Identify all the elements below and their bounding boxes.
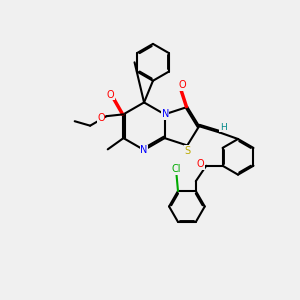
Text: H: H [220, 123, 226, 132]
Text: N: N [162, 109, 169, 119]
Text: S: S [184, 146, 190, 156]
Text: Cl: Cl [171, 164, 181, 174]
Text: O: O [107, 90, 115, 100]
Text: N: N [140, 145, 147, 155]
Text: O: O [97, 113, 105, 123]
Text: O: O [196, 159, 204, 169]
Text: O: O [179, 80, 187, 90]
